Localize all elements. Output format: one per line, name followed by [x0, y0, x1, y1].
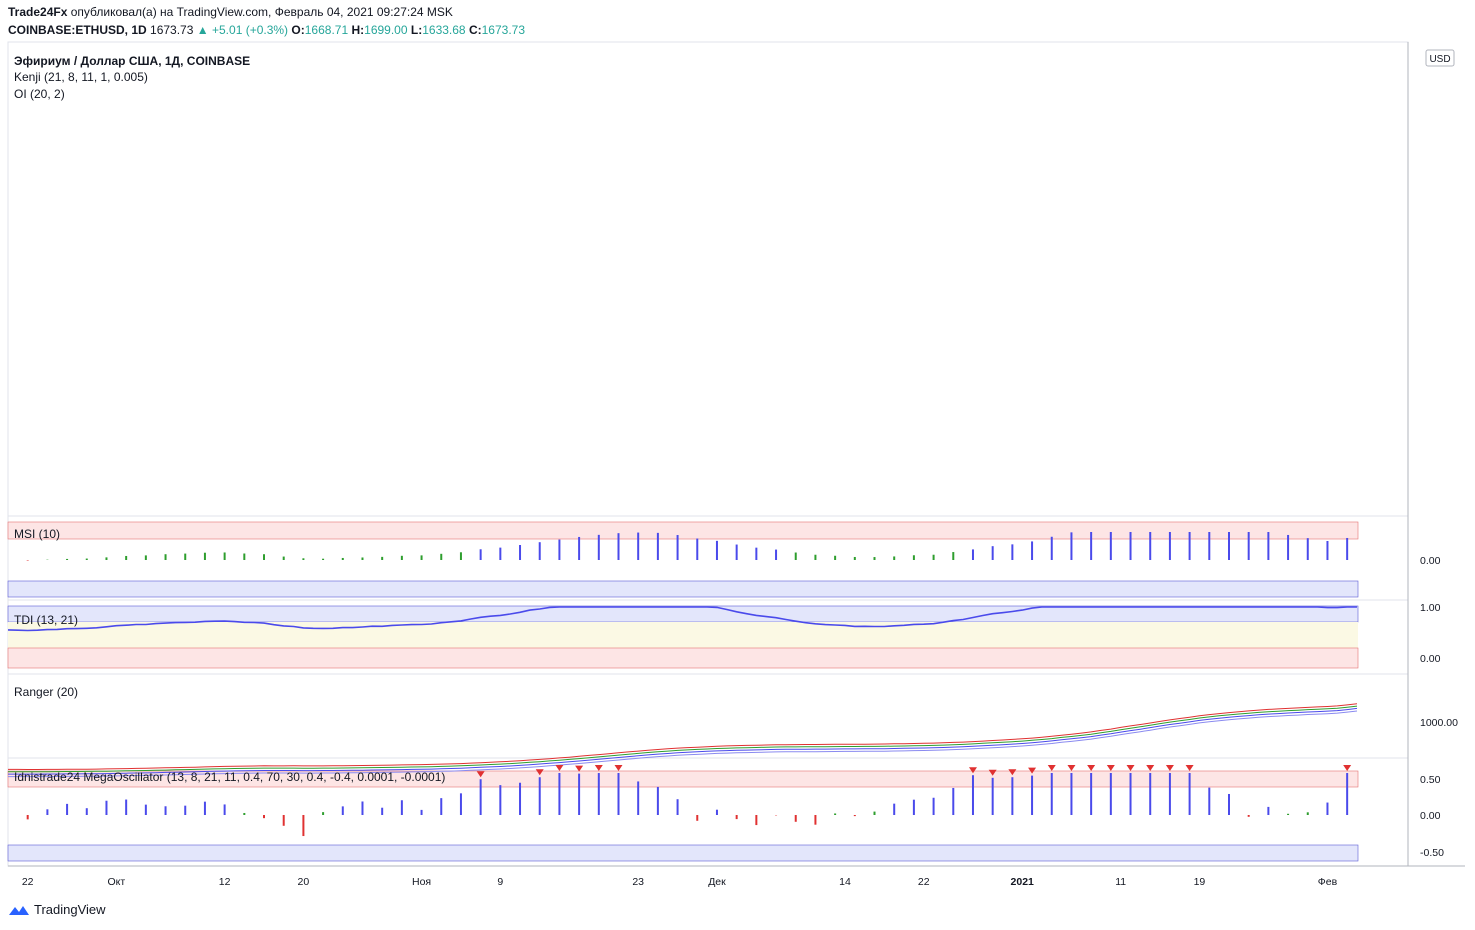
tdi-bands: [7, 605, 1359, 669]
last-price: 1673.73: [150, 23, 194, 37]
mega-title: Idnistrade24 MegaOscillator (13, 8, 21, …: [14, 770, 445, 784]
ranger-title: Ranger (20): [14, 685, 78, 699]
mega-sell-triangle: [1047, 765, 1056, 771]
c-value: 1673.73: [481, 23, 526, 37]
tdi-title: TDI (13, 21): [14, 613, 78, 627]
footer-brand[interactable]: TradingView: [8, 902, 106, 917]
h-value: 1699.00: [364, 23, 408, 37]
o-value: 1668.71: [304, 23, 349, 37]
currency-box[interactable]: [1425, 49, 1455, 67]
change: +5.01 (+0.3%): [212, 23, 289, 37]
legend-oi: OI (20, 2): [14, 87, 65, 101]
published-text: опубликовал(а) на TradingView.com, Февра…: [70, 5, 453, 19]
mega-sell-triangle: [575, 765, 584, 772]
h-label: H:: [351, 23, 365, 37]
time-tick-label: 19: [1194, 876, 1206, 888]
msi-bands: [7, 521, 1359, 598]
time-tick-label: 14: [839, 876, 851, 888]
mega-sell-triangle: [1146, 765, 1155, 771]
ranger-line: [8, 707, 1358, 775]
mega-sell-triangle: [1106, 765, 1115, 771]
mega-sell-triangle: [614, 765, 623, 771]
mega-sell-triangle: [1028, 767, 1037, 774]
tradingview-logo-icon: [9, 905, 29, 915]
time-tick-label: 2021: [1011, 876, 1035, 888]
mega-sell-triangle: [535, 769, 544, 776]
time-tick-label: 22: [918, 876, 930, 888]
mega-sell-triangle: [594, 765, 603, 772]
msi-histogram: [26, 532, 1349, 561]
ranger-line: [8, 705, 1358, 773]
legend-kenji: Kenji (21, 8, 11, 1, 0.005): [14, 70, 148, 84]
time-tick-label: 11: [1115, 876, 1126, 888]
msi-title: MSI (10): [14, 527, 60, 541]
mega-sell-triangle: [476, 771, 485, 778]
time-tick-label: 22: [22, 876, 34, 888]
time-tick-label: Ноя: [412, 876, 431, 888]
c-label: C:: [468, 23, 482, 37]
l-value: 1633.68: [422, 23, 466, 37]
time-axis[interactable]: 22 Окт 12 20 Ноя 9 23 Дек 14 22 2021 11 19 Фев: [22, 876, 1338, 888]
mega-tick-label: 0.00: [1420, 810, 1441, 822]
mega-bands: [7, 770, 1359, 862]
tdi-line-path: [7, 606, 1357, 632]
up-arrow-icon: ▲: [196, 23, 209, 37]
currency-label: USD: [1429, 54, 1450, 65]
tdi-tick-label: 1.00: [1420, 602, 1441, 614]
mega-sell-triangle: [1165, 765, 1174, 771]
mega-sell-triangle: [1343, 765, 1352, 771]
time-tick-label: Дек: [708, 876, 726, 888]
pane-frames: [7, 41, 1465, 867]
mega-sell-triangle: [988, 769, 997, 776]
o-label: O:: [291, 23, 305, 37]
time-tick-label: Фев: [1318, 876, 1338, 888]
mega-sell-triangle: [1087, 765, 1096, 771]
tdi-line: [7, 606, 1357, 632]
l-label: L:: [410, 23, 423, 37]
ranger-line: [8, 710, 1358, 778]
symbol-line: COINBASE:ETHUSD, 1D 1673.73 ▲ +5.01 (+0.…: [8, 23, 525, 37]
mega-sell-triangle: [1185, 765, 1194, 771]
mega-sell-triangle: [555, 765, 564, 771]
mega-sell-triangle: [1008, 769, 1017, 776]
mega-tick-label: -0.50: [1420, 847, 1444, 859]
ranger-line: [8, 703, 1358, 770]
footer-text: TradingView: [34, 902, 106, 917]
legend-title: Эфириум / Доллар США, 1Д, COINBASE: [14, 54, 250, 68]
time-tick-label: 23: [632, 876, 644, 888]
mega-sell-triangle: [1126, 765, 1135, 771]
mega-sell-triangle: [1067, 765, 1076, 771]
ranger-lines: [8, 703, 1358, 778]
publish-line: Trade24Fx опубликовал(а) на TradingView.…: [8, 5, 453, 19]
time-tick-label: 20: [298, 876, 310, 888]
ranger-tick-label: 1000.00: [1420, 717, 1458, 729]
time-tick-label: 9: [497, 876, 503, 888]
publisher-name: Trade24Fx: [8, 5, 68, 19]
tdi-tick-label: 0.00: [1420, 653, 1441, 665]
mega-tick-label: 0.50: [1420, 774, 1441, 786]
symbol: COINBASE:ETHUSD, 1D: [8, 23, 147, 37]
mega-sell-triangle: [968, 767, 977, 774]
time-tick-label: Окт: [107, 876, 125, 888]
mega-histogram: [26, 765, 1352, 837]
msi-tick-label: 0.00: [1420, 555, 1441, 567]
time-tick-label: 12: [219, 876, 231, 888]
